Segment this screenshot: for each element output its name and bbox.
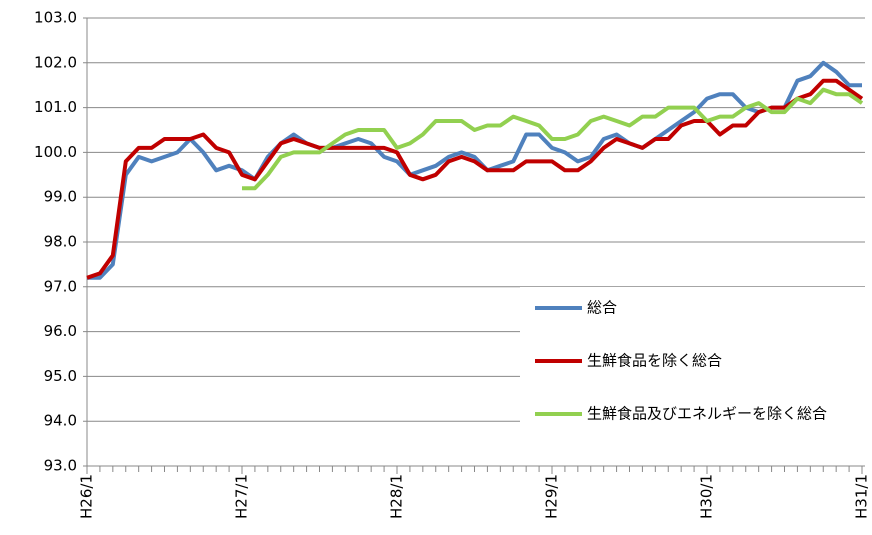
y-tick-label: 95.0: [44, 367, 77, 385]
x-tick-label: H28/1: [388, 474, 406, 519]
y-tick-label: 96.0: [44, 322, 77, 340]
x-tick-label: H30/1: [698, 474, 716, 519]
y-tick-label: 93.0: [44, 457, 77, 475]
line-series: [87, 60, 862, 280]
legend-label: 総合: [587, 299, 617, 317]
y-tick-label: 103.0: [34, 9, 77, 27]
legend-label: 生鮮食品を除く総合: [587, 352, 722, 370]
line-series: [242, 87, 864, 191]
y-tick-label: 94.0: [44, 412, 77, 430]
line-series: [86, 78, 864, 280]
y-tick-label: 98.0: [44, 233, 77, 251]
x-tick-label: H29/1: [543, 474, 561, 519]
y-tick-label: 99.0: [44, 188, 77, 206]
x-tick-label: H26/1: [78, 474, 96, 519]
y-tick-label: 101.0: [34, 98, 77, 116]
x-tick-label: H31/1: [853, 474, 871, 519]
y-tick-label: 102.0: [34, 53, 77, 71]
legend-label: 生鮮食品及びエネルギーを除く総合: [587, 405, 827, 423]
y-tick-label: 97.0: [44, 277, 77, 295]
x-tick-label: H27/1: [233, 474, 251, 519]
legend-box: [520, 287, 870, 445]
y-tick-label: 100.0: [34, 143, 77, 161]
